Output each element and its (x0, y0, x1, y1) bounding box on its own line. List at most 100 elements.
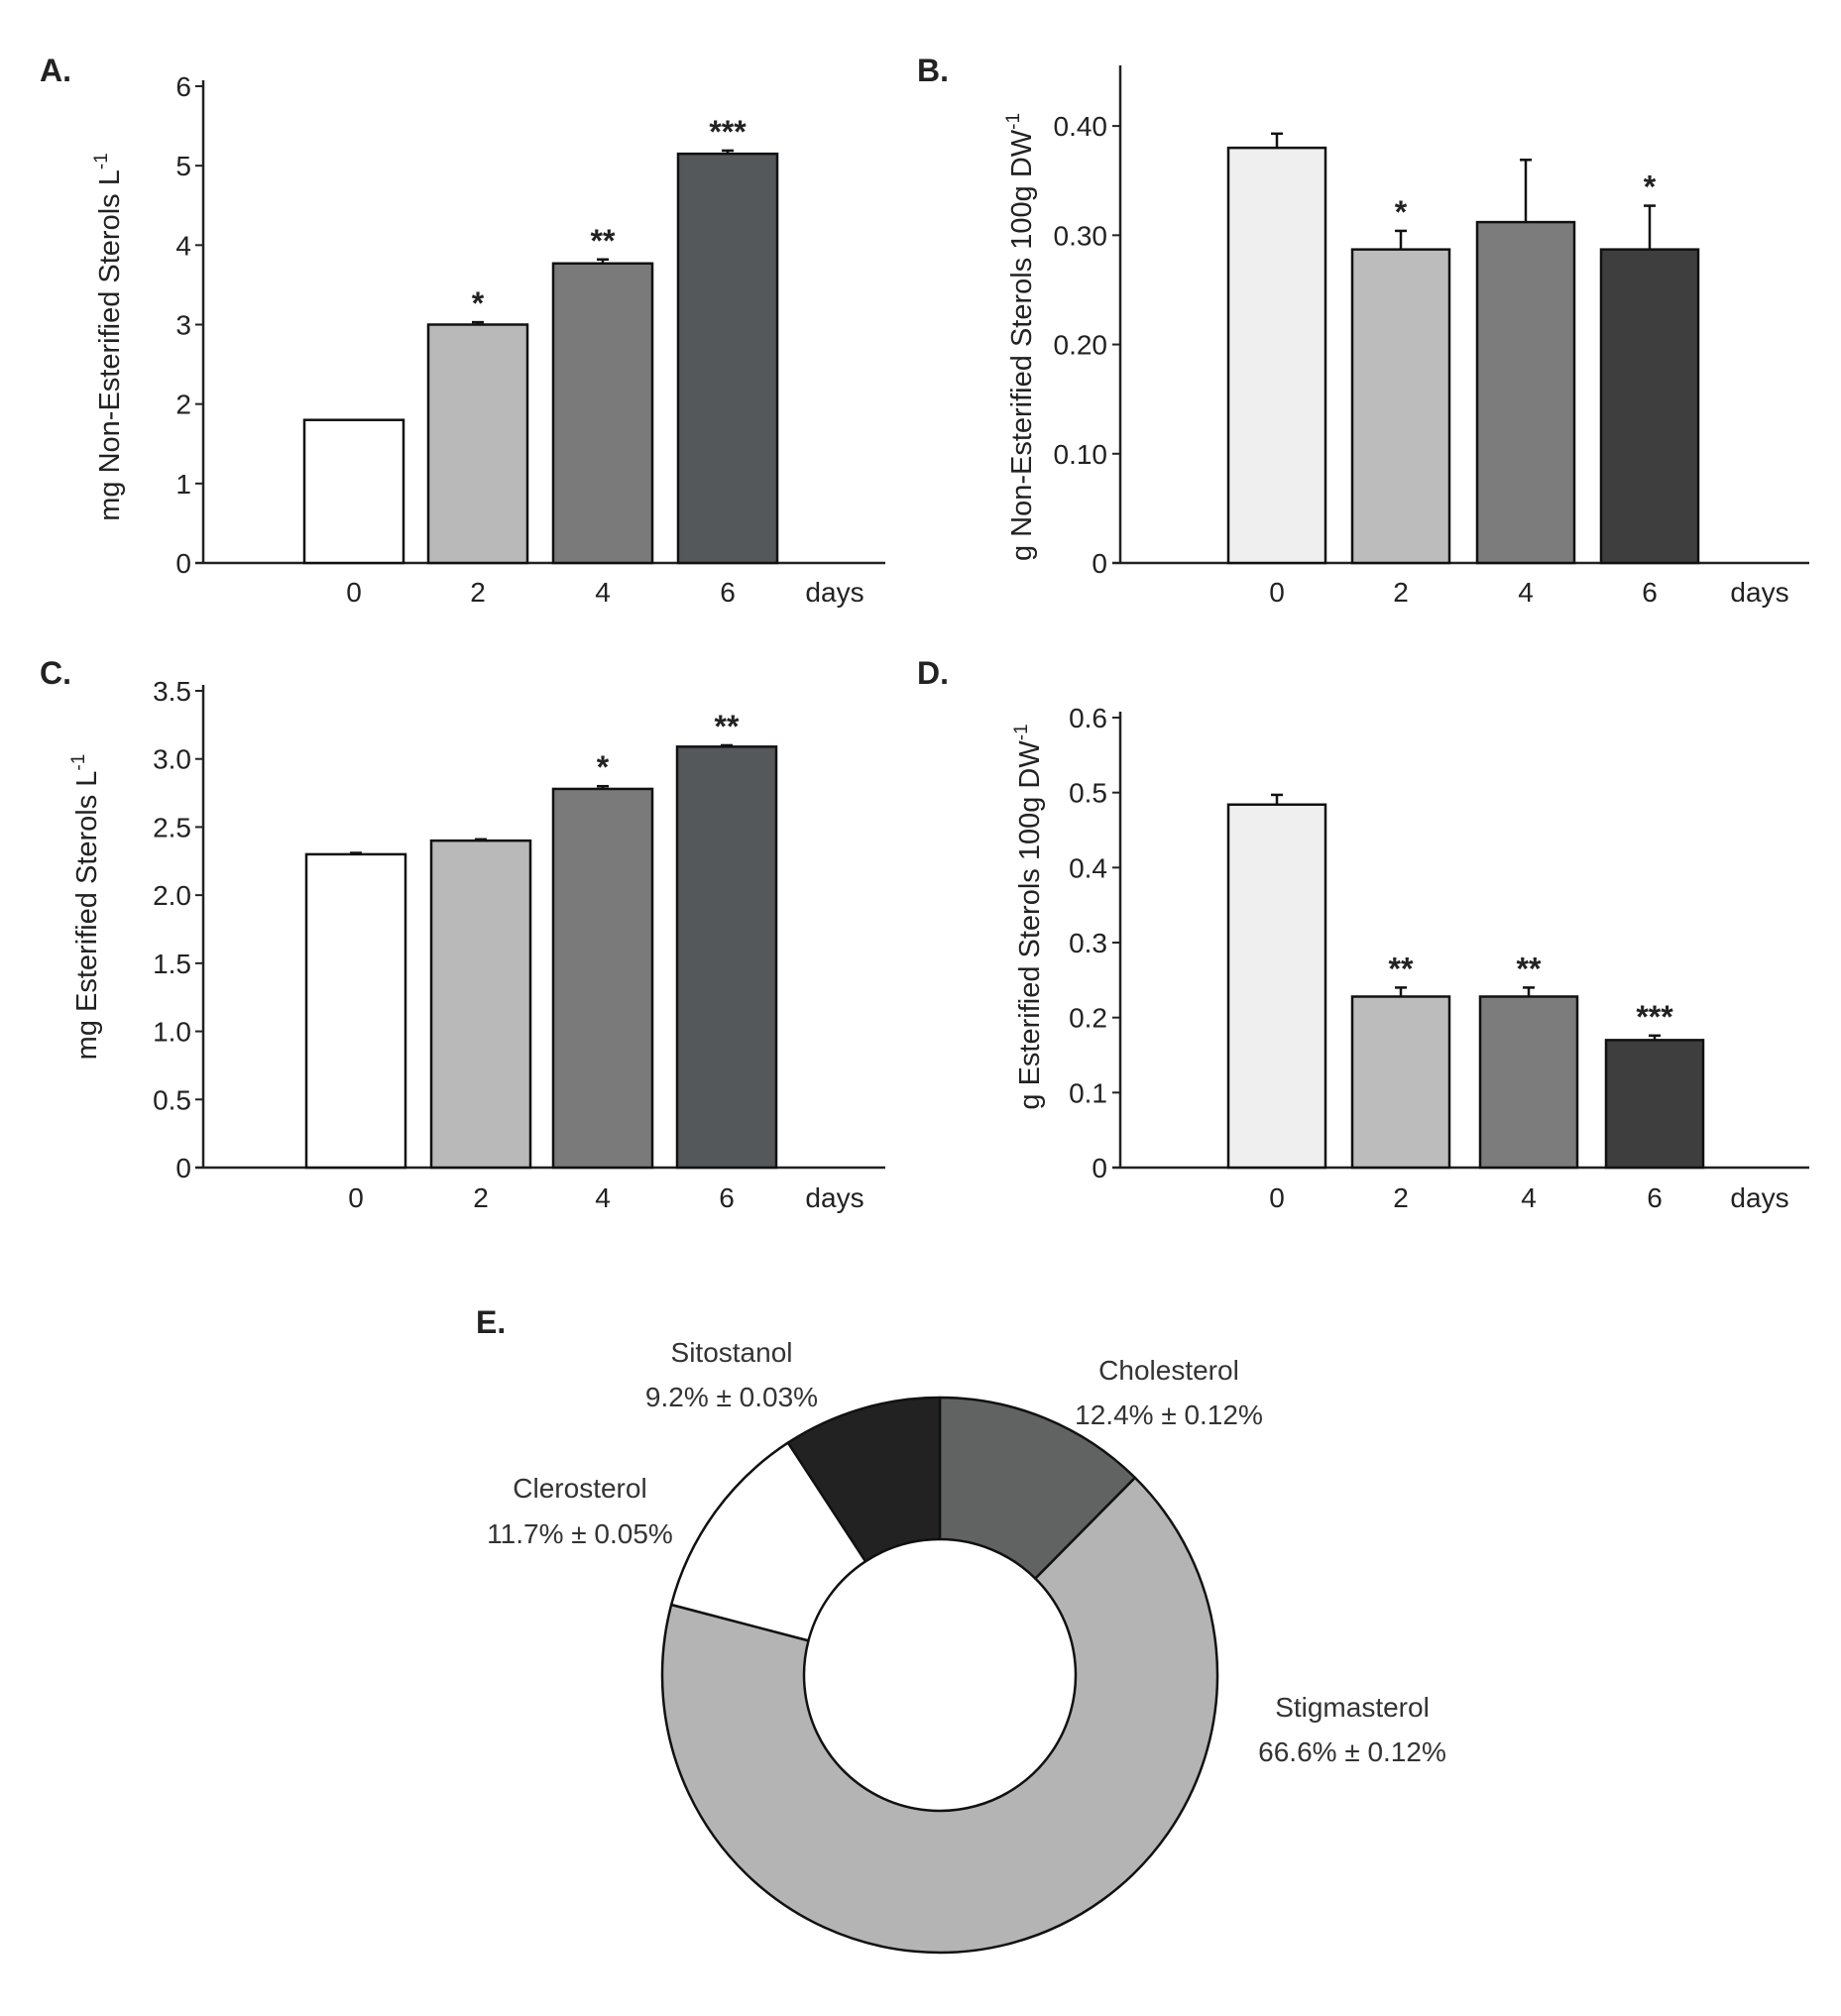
bar (1475, 220, 1576, 565)
bar (676, 152, 779, 565)
x-tick-label: 4 (595, 1182, 611, 1213)
pie-slice (660, 1476, 1219, 1955)
significance-label: * (1395, 194, 1408, 230)
x-tick-label: 6 (719, 1182, 735, 1213)
bar (302, 418, 405, 565)
chart-panel-b: B. 0 0.10 0.20 0.30 0.40 0 * 2 4 * 6 days g Non-Ester… (917, 53, 1809, 608)
y-tick-label: 3.0 (153, 744, 191, 775)
y-tick-label: 2.0 (153, 880, 191, 911)
x-tick-label: 6 (720, 577, 736, 608)
significance-label: ** (1517, 951, 1542, 986)
y-tick-label: 0.10 (1054, 439, 1108, 470)
chart-panel-a: A. 0 1 2 3 4 5 6 0 * 2 ** 4 *** 6 days mg Non-Esterified… (40, 53, 885, 608)
chart-panel-e: E. Cholesterol 12.4% ± 0.12% Stigmasterol 66… (476, 1304, 1446, 1955)
bar (1350, 248, 1451, 565)
significance-label: *** (1636, 999, 1673, 1035)
y-tick-label: 1.5 (153, 949, 191, 979)
significance-label: * (597, 749, 610, 785)
x-tick-label: 0 (1269, 1182, 1285, 1213)
y-tick-label: 3 (175, 310, 191, 341)
y-axis-label-superscript: -1 (68, 754, 89, 771)
x-tick-label: 0 (346, 577, 362, 608)
pie-slice-value: 66.6% ± 0.12% (1258, 1736, 1446, 1767)
y-axis-label: mg Non-Esterified Sterols L-1 (91, 153, 126, 521)
x-tick-label: 4 (1521, 1182, 1537, 1213)
pie-slice-name: Stigmasterol (1275, 1692, 1430, 1723)
y-tick-label: 0.30 (1054, 220, 1108, 251)
bar (429, 839, 532, 1170)
y-tick-label: 1 (175, 469, 191, 500)
significance-label: *** (709, 114, 747, 150)
y-axis-label-main: mg Esterified Sterols L (71, 771, 103, 1061)
pie-slice-value: 9.2% ± 0.03% (645, 1382, 818, 1412)
y-tick-label: 3.5 (153, 676, 191, 707)
x-tick-label: 2 (470, 577, 486, 608)
x-tick-label: 2 (1393, 1182, 1409, 1213)
y-axis-label-superscript: -1 (1011, 724, 1032, 740)
panel-label: E. (476, 1304, 506, 1340)
x-unit-label: days (1730, 577, 1788, 608)
bar (1604, 1039, 1705, 1170)
y-axis-label-main: g Esterified Sterols 100g DW (1014, 740, 1046, 1110)
significance-label: ** (715, 709, 740, 744)
bar (1478, 995, 1579, 1170)
y-tick-label: 0 (175, 1153, 191, 1183)
y-tick-label: 0.2 (1069, 1003, 1107, 1034)
y-axis-label-superscript: -1 (1003, 113, 1024, 130)
y-tick-label: 0.4 (1069, 852, 1107, 883)
bar (1226, 803, 1327, 1170)
y-axis-label-superscript: -1 (91, 153, 112, 169)
panel-label: D. (917, 655, 949, 691)
y-tick-label: 0.5 (1069, 778, 1107, 809)
x-unit-label: days (1730, 1182, 1788, 1213)
bar (1226, 146, 1327, 565)
y-tick-label: 0.40 (1054, 111, 1108, 142)
y-tick-label: 0 (1092, 548, 1107, 579)
y-tick-label: 0.3 (1069, 928, 1107, 958)
bar (675, 745, 778, 1170)
bar (551, 262, 654, 565)
y-axis-label: mg Esterified Sterols L-1 (68, 754, 103, 1061)
x-tick-label: 0 (348, 1182, 364, 1213)
pie-slice-value: 12.4% ± 0.12% (1075, 1400, 1263, 1430)
x-unit-label: days (805, 1182, 863, 1213)
bar (1599, 248, 1700, 565)
x-tick-label: 2 (473, 1182, 489, 1213)
x-tick-label: 2 (1393, 577, 1409, 608)
pie-slice-name: Cholesterol (1098, 1355, 1239, 1386)
pie-slice-name: Clerosterol (513, 1473, 646, 1504)
pie-slice (786, 1396, 942, 1563)
significance-label: ** (591, 223, 616, 259)
y-tick-label: 0 (1092, 1153, 1107, 1183)
y-axis-label-main: g Non-Esterified Sterols 100g DW (1006, 129, 1038, 561)
x-tick-label: 4 (595, 577, 611, 608)
pie-slice-value: 11.7% ± 0.05% (487, 1518, 673, 1549)
x-unit-label: days (805, 577, 863, 608)
panel-label: A. (40, 53, 71, 88)
x-tick-label: 6 (1642, 577, 1658, 608)
bar (426, 323, 529, 565)
chart-panel-d: D. 0 0.1 0.2 0.3 0.4 0.5 0.6 0 ** 2 ** 4 *** 6 days g Es… (917, 655, 1809, 1213)
x-tick-label: 0 (1269, 577, 1285, 608)
bar (304, 852, 407, 1170)
bar (551, 787, 654, 1170)
y-tick-label: 5 (175, 151, 191, 181)
pie-slice-name: Sitostanol (671, 1337, 793, 1368)
significance-label: ** (1389, 951, 1414, 986)
y-axis-label-main: mg Non-Esterified Sterols L (94, 169, 126, 521)
panel-label: B. (917, 53, 949, 88)
y-axis-label: g Non-Esterified Sterols 100g DW-1 (1003, 113, 1038, 561)
y-tick-label: 0.6 (1069, 703, 1107, 733)
significance-label: * (1644, 169, 1657, 205)
y-tick-label: 0 (175, 548, 191, 579)
y-tick-label: 2.5 (153, 812, 191, 842)
panel-label: C. (40, 655, 71, 691)
y-tick-label: 0.20 (1054, 330, 1108, 361)
y-tick-label: 0.5 (153, 1084, 191, 1115)
pie-slice (938, 1396, 1137, 1580)
chart-panel-c: C. 0 0.5 1.0 1.5 2.0 2.5 3.0 3.5 0 2 * 4 ** 6 days mg Es… (40, 655, 885, 1213)
significance-label: * (472, 285, 485, 321)
y-tick-label: 0.1 (1069, 1077, 1107, 1108)
x-tick-label: 4 (1518, 577, 1534, 608)
